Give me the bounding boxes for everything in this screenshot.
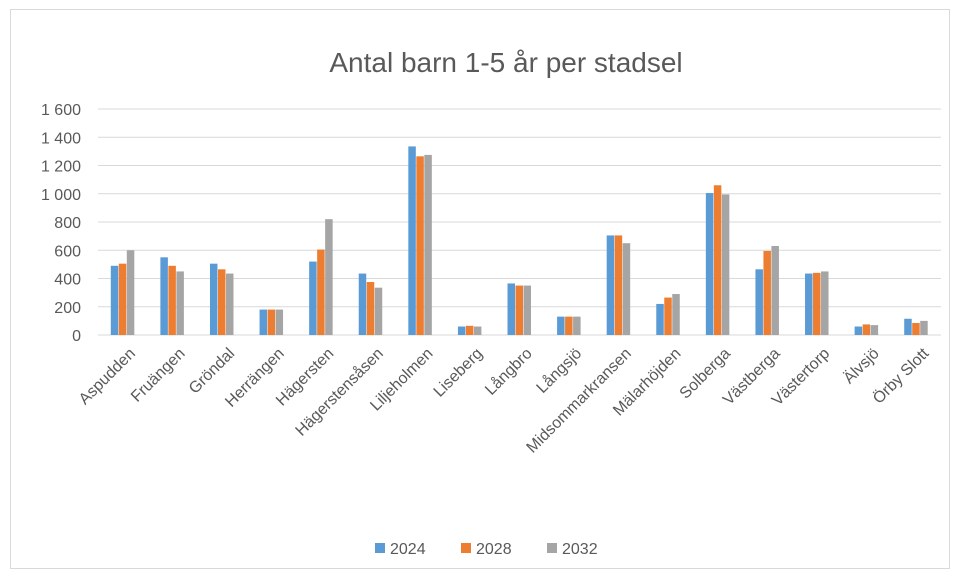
bar-2032 — [176, 271, 184, 335]
x-tick-label: Liseberg — [431, 345, 486, 400]
bar-2028 — [317, 249, 325, 335]
y-tick-label: 1 600 — [41, 102, 81, 119]
bar-2028 — [614, 235, 623, 335]
bar-2032 — [325, 219, 333, 335]
y-tick-label: 1 200 — [41, 159, 81, 176]
y-tick-label: 600 — [54, 243, 81, 260]
bar-2024 — [309, 261, 317, 335]
bar-2032 — [920, 320, 928, 335]
bar-2028 — [118, 263, 127, 335]
legend-label: 2032 — [562, 541, 598, 558]
legend-label: 2028 — [476, 541, 512, 558]
bar-2024 — [358, 273, 367, 335]
bar-2032 — [275, 309, 284, 335]
bar-2032 — [424, 154, 432, 335]
y-tick-label: 400 — [54, 272, 81, 289]
bar-2032 — [771, 246, 779, 335]
bar-2028 — [813, 272, 821, 335]
gridlines — [98, 108, 941, 336]
bar-2032 — [573, 316, 581, 335]
bar-2024 — [805, 273, 813, 335]
bar-2028 — [713, 185, 722, 335]
bar-2032 — [622, 243, 631, 335]
y-tick-label: 0 — [72, 328, 81, 345]
x-tick-label: Älvsjö — [840, 344, 883, 387]
y-tick-label: 1 400 — [41, 130, 81, 147]
bar-2024 — [507, 283, 515, 335]
bar-2028 — [763, 250, 771, 335]
bar-2032 — [374, 287, 383, 335]
bar-2024 — [755, 269, 763, 335]
bar-2028 — [168, 265, 176, 335]
bars — [110, 146, 928, 335]
bar-2032 — [225, 273, 234, 335]
bar-2024 — [904, 318, 912, 335]
bar-2028 — [267, 309, 276, 335]
bar-2024 — [457, 326, 466, 335]
bar-2024 — [854, 326, 863, 335]
x-tick-label: Långsjö — [533, 344, 585, 396]
x-tick-label: Hägerstensåsen — [292, 344, 387, 439]
x-tick-label: Aspudden — [76, 345, 139, 408]
y-axis-ticks: 0 200 400 600 800 1 000 1 200 1 400 1 600 — [41, 102, 81, 345]
bar-2024 — [705, 193, 714, 335]
bar-2024 — [606, 235, 615, 335]
bar-2028 — [912, 322, 920, 335]
bar-2032 — [523, 285, 531, 335]
bar-2024 — [209, 263, 218, 335]
bar-2028 — [366, 282, 375, 335]
chart-frame: Antal barn 1-5 år per stadsel 0 200 400 600… — [10, 9, 950, 569]
bar-2028 — [416, 156, 424, 335]
bar-2032 — [870, 325, 879, 335]
legend: 2024 2028 2032 — [375, 541, 598, 558]
bar-2024 — [656, 303, 664, 335]
bar-2024 — [160, 257, 168, 335]
bar-2028 — [217, 269, 226, 335]
y-tick-label: 200 — [54, 300, 81, 317]
legend-label: 2024 — [390, 541, 426, 558]
bar-2028 — [862, 324, 871, 335]
bar-2032 — [126, 250, 135, 335]
bar-2024 — [408, 146, 416, 335]
bar-2032 — [473, 326, 482, 335]
bar-2028 — [664, 297, 672, 335]
bar-2028 — [515, 285, 523, 335]
bar-2032 — [721, 194, 730, 335]
legend-swatch — [461, 543, 471, 553]
bar-2024 — [110, 265, 119, 335]
x-tick-label: Fruängen — [128, 345, 188, 405]
legend-swatch — [547, 543, 557, 553]
bar-2032 — [672, 294, 680, 335]
bar-chart: Antal barn 1-5 år per stadsel 0 200 400 600… — [41, 47, 941, 558]
bar-2024 — [557, 316, 565, 335]
x-axis-labels: AspuddenFruängenGröndalHerrängenHägerste… — [76, 344, 933, 456]
bar-2024 — [259, 309, 268, 335]
chart-title: Antal barn 1-5 år per stadsel — [329, 47, 682, 78]
y-tick-label: 1 000 — [41, 187, 81, 204]
x-tick-label: Långbro — [481, 344, 535, 398]
bar-2032 — [821, 271, 829, 335]
bar-2028 — [565, 316, 573, 335]
y-tick-label: 800 — [54, 215, 81, 232]
legend-swatch — [375, 543, 385, 553]
bar-2028 — [465, 325, 474, 335]
